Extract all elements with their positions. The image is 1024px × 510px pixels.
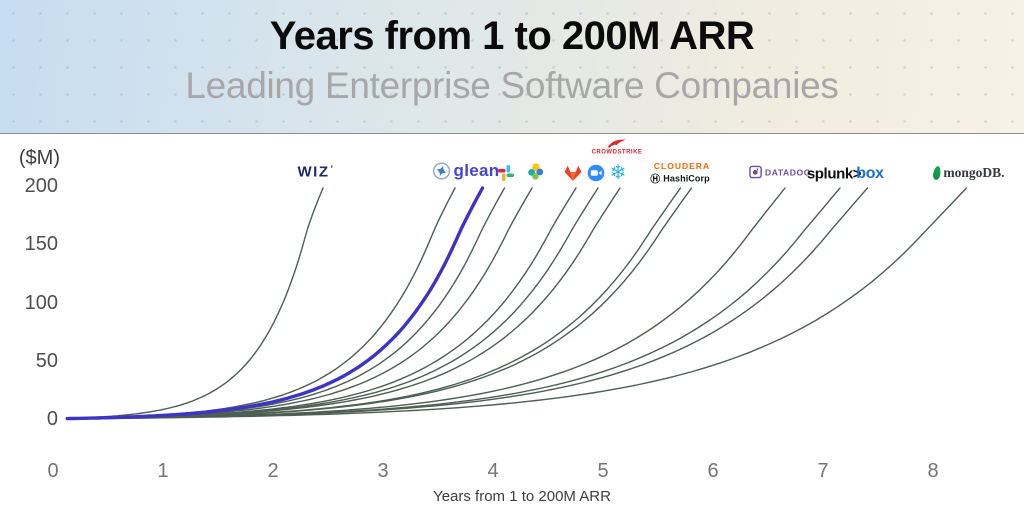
curve-snowflake: [66, 187, 599, 420]
curve-box: [66, 187, 869, 420]
curve-glean: [65, 186, 485, 421]
splunk-wordmark: splunk>: [806, 165, 862, 183]
logo-snowflake: ❄: [610, 163, 627, 183]
x-tick-label-6: 6: [707, 460, 719, 482]
snowflake-icon: ❄: [609, 162, 627, 184]
curve-crowdstrike: [66, 187, 621, 420]
slack-icon: [498, 165, 515, 182]
chart-panel: ($M) 200 150 100 50 0 0 1 2 3 4 5 6 7 8 Years from 1…: [0, 133, 1024, 510]
page-title: Years from 1 to 200M ARR: [269, 14, 755, 58]
wiz-tick-mark: ʼ: [330, 163, 335, 174]
hashicorp-icon: Ⓗ: [650, 174, 661, 186]
glean-wordmark: glean: [453, 161, 500, 180]
curve-zoom: [66, 187, 577, 420]
y-tick-label-100: 100: [24, 291, 58, 314]
arr-growth-curves-svg: [65, 186, 968, 421]
page-subtitle: Leading Enterprise Software Companies: [185, 65, 839, 106]
y-tick-label-150: 150: [24, 233, 58, 256]
mongodb-leaf-icon: [932, 165, 942, 181]
x-tick-label-2: 2: [267, 460, 279, 482]
crowdstrike-wordmark: CROWDSTRIKE: [591, 149, 643, 156]
curve-elastic: [66, 187, 506, 420]
chart-header: Years from 1 to 200M ARR Leading Enterpr…: [0, 0, 1024, 133]
wiz-wordmark: WIZʼ: [297, 163, 335, 181]
zoom-icon: [587, 164, 605, 182]
datadog-wordmark: DATADOG: [765, 167, 811, 177]
logo-datadog: DATADOG: [749, 165, 811, 179]
curve-mongodb: [66, 187, 968, 420]
box-wordmark: box: [856, 165, 884, 182]
logo-splunk: splunk>: [806, 165, 862, 183]
y-tick-label-0: 0: [46, 408, 58, 430]
logo-glean: glean: [432, 161, 500, 181]
curve-datadog: [66, 187, 786, 420]
logo-slack: [498, 165, 515, 182]
y-axis-unit-label: ($M): [18, 147, 60, 169]
x-tick-label-1: 1: [157, 460, 169, 482]
x-tick-label-5: 5: [597, 460, 609, 482]
logo-elastic: [527, 163, 545, 181]
logo-gitlab: [564, 165, 583, 182]
crowdstrike-falcon-icon: [607, 139, 627, 149]
curve-slack: [66, 187, 456, 420]
y-tick-label-200: 200: [24, 175, 58, 197]
logo-wiz: WIZʼ: [297, 164, 334, 181]
logo-hashicorp: Ⓗ HashiCorp: [650, 171, 709, 186]
curve-wiz: [66, 187, 324, 420]
y-tick-label-50: 50: [35, 349, 58, 372]
hashicorp-wordmark: HashiCorp: [663, 173, 710, 183]
logo-mongodb: mongoDB.: [932, 165, 1005, 181]
curve-cloudera: [66, 187, 682, 420]
mongodb-wordmark: mongoDB.: [943, 165, 1005, 180]
elastic-icon: [527, 163, 545, 181]
x-tick-label-4: 4: [487, 460, 499, 482]
x-tick-label-7: 7: [817, 460, 829, 482]
x-tick-label-3: 3: [377, 460, 389, 482]
glean-icon: [432, 162, 451, 180]
datadog-icon: [749, 165, 762, 179]
x-tick-label-8: 8: [927, 460, 939, 482]
x-axis-title: Years from 1 to 200M ARR: [433, 488, 611, 505]
logo-cloudera: CLOUDERA: [654, 161, 710, 171]
gitlab-icon: [564, 165, 583, 182]
logo-zoom: [587, 164, 605, 182]
logo-box: box: [856, 165, 884, 183]
logo-crowdstrike: CROWDSTRIKE: [592, 139, 643, 156]
x-tick-label-0: 0: [47, 460, 59, 482]
cloudera-wordmark: CLOUDERA: [653, 161, 711, 171]
